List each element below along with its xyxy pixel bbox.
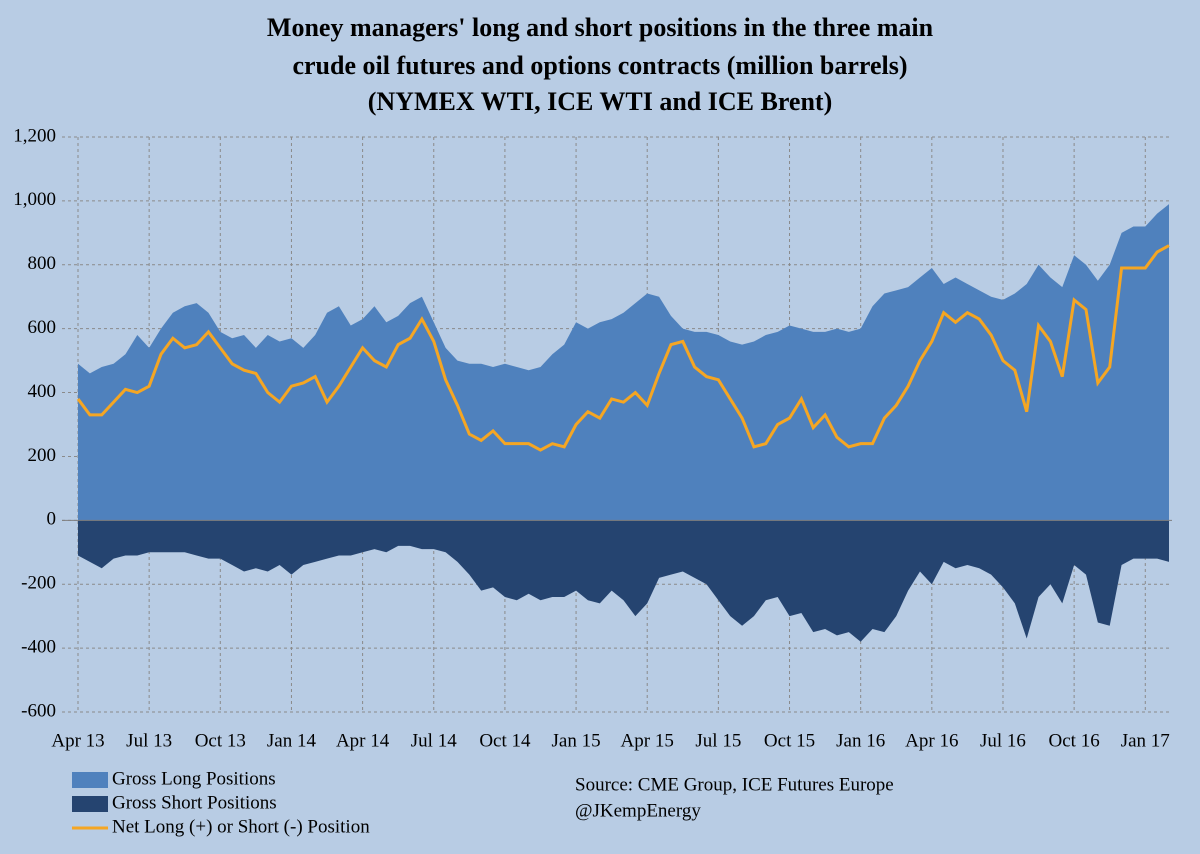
y-tick-label: -600: [21, 700, 56, 721]
y-tick-label: 1,000: [13, 189, 56, 210]
legend-swatch: [72, 796, 108, 812]
chart-subtitle: (NYMEX WTI, ICE WTI and ICE Brent): [368, 87, 832, 116]
y-tick-label: 0: [47, 509, 57, 530]
x-tick-label: Jan 16: [836, 730, 885, 751]
y-tick-label: 1,200: [13, 125, 56, 146]
line: [76, 244, 1170, 452]
y-tick-label: -400: [21, 636, 56, 657]
x-tick-label: Jul 13: [126, 730, 172, 751]
area: [78, 520, 1169, 642]
x-tick-label: Oct 15: [764, 730, 815, 751]
legend-swatch: [72, 772, 108, 788]
x-tick-label: Apr 14: [336, 730, 390, 751]
y-tick-label: 400: [28, 381, 57, 402]
x-tick-label: Jul 15: [695, 730, 741, 751]
y-tick-label: 200: [28, 445, 57, 466]
chart-title: crude oil futures and options contracts …: [292, 51, 907, 80]
legend-label: Gross Long Positions: [112, 768, 276, 789]
credit-note: @JKempEnergy: [575, 800, 701, 821]
x-tick-label: Jul 14: [411, 730, 457, 751]
x-tick-label: Oct 16: [1049, 730, 1100, 751]
x-tick-label: Jan 15: [552, 730, 601, 751]
source-note: Source: CME Group, ICE Futures Europe: [575, 774, 894, 795]
x-tick-label: Apr 13: [51, 730, 104, 751]
x-tick-label: Jan 14: [267, 730, 317, 751]
chart-title: Money managers' long and short positions…: [267, 13, 934, 42]
x-tick-label: Apr 16: [905, 730, 958, 751]
x-tick-label: Jul 16: [980, 730, 1026, 751]
y-tick-label: 800: [28, 253, 57, 274]
x-tick-label: Oct 13: [195, 730, 246, 751]
area: [78, 204, 1169, 521]
legend-label: Gross Short Positions: [112, 792, 277, 813]
x-tick-label: Apr 15: [621, 730, 674, 751]
legend-label: Net Long (+) or Short (-) Position: [112, 816, 370, 837]
y-tick-label: -200: [21, 573, 56, 594]
y-tick-label: 600: [28, 317, 57, 338]
x-tick-label: Jan 17: [1121, 730, 1170, 751]
x-tick-label: Oct 14: [479, 730, 531, 751]
